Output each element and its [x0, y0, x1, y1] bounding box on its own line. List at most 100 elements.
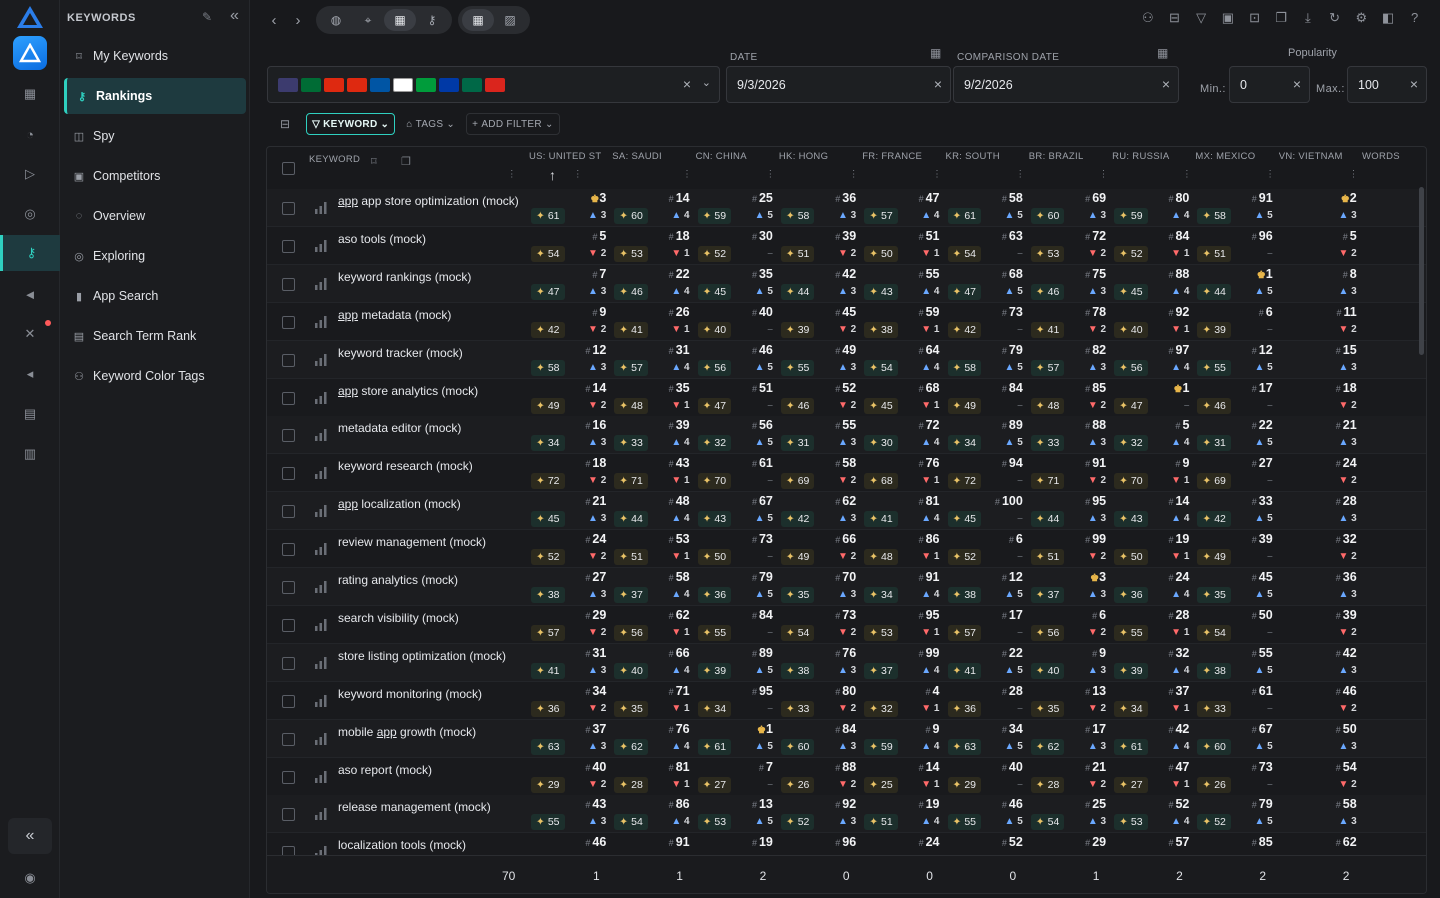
rank-cell[interactable]: #95 ▲ 3 ✦ 44 [1027, 492, 1110, 530]
rank-cell[interactable]: #91 ▲ 4 ✦ 34 [860, 568, 943, 606]
back-arrow-icon[interactable]: ‹ [271, 11, 277, 29]
rank-cell[interactable]: #72 ▲ 4 ✦ 30 [860, 416, 943, 454]
rank-cell[interactable]: #19 [751, 835, 773, 850]
row-checkbox[interactable] [282, 202, 295, 215]
key-icon[interactable]: ⚷ [427, 13, 437, 27]
rank-cell[interactable]: #55 ▲ 5 ✦ 38 [1193, 644, 1276, 682]
row-checkbox[interactable] [282, 391, 295, 405]
rank-cell[interactable]: #61– ✦ 70 [694, 454, 777, 492]
rank-cell[interactable]: #58 ▲ 3 [1335, 797, 1357, 828]
copy-keywords-icon[interactable]: ❐ [401, 156, 412, 168]
comparison-calendar-icon[interactable]: ▦ [1157, 46, 1169, 60]
rank-cell[interactable]: #63– ✦ 54 [944, 227, 1027, 265]
rank-cell[interactable]: #94– ✦ 72 [944, 454, 1027, 492]
row-checkbox[interactable] [282, 543, 295, 557]
table-row[interactable]: aso tools (mock) #5 ▼ 2 ✦ 54 #18 ▼ 1 ✦ 53 #30– ✦ 52… [267, 226, 1426, 265]
store-icon[interactable]: ▥ [23, 446, 37, 461]
rank-cell[interactable]: #39– ✦ 49 [1193, 530, 1276, 568]
rank-cell[interactable]: #17– ✦ 46 [1193, 379, 1276, 417]
column-header[interactable]: RU: RUSSIA ⋮ [1112, 151, 1192, 180]
row-checkbox[interactable] [282, 277, 295, 291]
rank-cell[interactable]: #95– ✦ 34 [694, 682, 777, 720]
rank-cell[interactable]: #81 ▼ 1 ✦ 28 [610, 758, 693, 796]
sidebar-item-exploring[interactable]: ◎ Exploring [64, 238, 246, 274]
rank-cell[interactable]: #32 ▼ 2 [1335, 532, 1357, 563]
campaign-icon[interactable]: ◂ [26, 366, 34, 381]
rank-cell[interactable]: #73– ✦ 26 [1193, 758, 1276, 796]
rank-cell[interactable]: #84 ▲ 3 ✦ 60 [777, 720, 860, 758]
cn-flag-icon[interactable] [324, 77, 344, 92]
rank-cell[interactable]: #7– ✦ 27 [694, 758, 777, 796]
row-checkbox[interactable] [282, 581, 295, 594]
table-row[interactable]: aso report (mock) #40 ▼ 2 ✦ 29 #81 ▼ 1 ✦ 28 #7– ✦ 2… [267, 757, 1426, 796]
collapse-sidebar-icon[interactable]: « [230, 7, 239, 24]
rank-cell[interactable]: #59 ▼ 1 ✦ 38 [860, 303, 943, 341]
rank-cell[interactable]: #17– ✦ 57 [944, 606, 1027, 644]
rank-cell[interactable]: #86 ▲ 4 ✦ 54 [610, 795, 693, 833]
table-row[interactable]: metadata editor (mock) #16 ▲ 3 ✦ 34 #39 ▲ 4 ✦ 33… [267, 416, 1426, 455]
rank-cell[interactable]: #9 ▲ 3 ✦ 40 [1027, 644, 1110, 682]
rank-cell[interactable]: #31 ▲ 4 ✦ 57 [610, 341, 693, 379]
rank-cell[interactable]: #78 ▼ 2 ✦ 41 [1027, 303, 1110, 341]
clear-date-icon[interactable]: × [933, 76, 942, 92]
row-checkbox[interactable] [282, 429, 295, 443]
rank-cell[interactable]: #21 ▲ 3 ✦ 45 [527, 492, 610, 530]
sidebar-item-competitors[interactable]: ▣ Competitors [73, 169, 161, 183]
rank-cell[interactable]: #72 ▼ 2 ✦ 53 [1027, 227, 1110, 265]
rank-cell[interactable]: #86 ▼ 1 ✦ 48 [860, 530, 943, 568]
rank-cell[interactable]: #43 ▲ 3 ✦ 55 [527, 795, 610, 833]
rank-cell[interactable]: #5 ▼ 2 ✦ 54 [527, 227, 610, 265]
rank-cell[interactable]: #8 ▲ 3 [1338, 266, 1357, 297]
keyword-text[interactable]: app metadata (mock) [338, 307, 452, 322]
edit-icon[interactable]: ✎ [202, 10, 213, 24]
app-store-icon[interactable] [13, 36, 47, 70]
column-menu-icon[interactable]: ⋮ [1182, 169, 1192, 180]
rank-cell[interactable]: #73– ✦ 42 [944, 303, 1027, 341]
sidebar-item-app-search[interactable]: ▮ App Search [64, 278, 246, 314]
rank-cell[interactable]: #62 ▲ 3 ✦ 42 [777, 492, 860, 530]
rank-cell[interactable]: #13 ▲ 5 ✦ 53 [694, 795, 777, 833]
table-row[interactable]: release management (mock) #43 ▲ 3 ✦ 55 #86 ▲ 4… [267, 795, 1426, 834]
rank-cell[interactable]: #51– ✦ 47 [694, 379, 777, 417]
rank-cell[interactable]: #39 ▲ 4 ✦ 33 [610, 416, 693, 454]
keyword-text[interactable]: keyword research (mock) [338, 459, 473, 474]
vn-flag-icon[interactable] [485, 77, 505, 92]
table-row[interactable]: keyword tracker (mock) #12 ▲ 3 ✦ 58 #31 ▲ 4 ✦ 57… [267, 340, 1426, 379]
help-icon[interactable]: ? [1411, 10, 1419, 25]
column-header[interactable]: US: UNITED ST ⋮ ↑ [529, 151, 602, 183]
rank-cell[interactable]: #35 ▲ 5 ✦ 45 [694, 265, 777, 303]
row-checkbox[interactable] [282, 770, 295, 784]
column-header[interactable]: KR: SOUTH ⋮ [945, 151, 1026, 180]
rank-cell[interactable]: #22 ▲ 4 ✦ 46 [610, 265, 693, 303]
rank-cell[interactable]: #19 ▲ 4 ✦ 51 [860, 795, 943, 833]
rank-cell[interactable]: #66 ▼ 2 ✦ 49 [777, 530, 860, 568]
rank-cell[interactable]: #21 ▲ 3 [1335, 418, 1357, 449]
rank-cell[interactable]: #25 ▲ 5 ✦ 59 [694, 189, 777, 227]
column-header[interactable]: BR: BRAZIL ⋮ [1028, 151, 1109, 180]
rank-cell[interactable]: #28– ✦ 36 [944, 682, 1027, 720]
rank-cell[interactable]: #40– ✦ 29 [944, 758, 1027, 796]
rank-cell[interactable]: #29 [1085, 835, 1107, 850]
column-menu-icon[interactable]: ⋮ [1265, 169, 1276, 180]
rank-cell[interactable]: #88 ▼ 2 ✦ 26 [777, 758, 860, 796]
rank-cell[interactable]: #52 [1001, 835, 1023, 850]
rank-cell[interactable]: #70 ▲ 3 ✦ 35 [777, 568, 860, 606]
rank-cell[interactable]: #12 ▲ 5 ✦ 55 [1193, 341, 1276, 379]
rank-cell[interactable]: #47 ▲ 4 ✦ 57 [860, 189, 943, 227]
rank-cell[interactable]: #28 ▲ 3 [1335, 494, 1357, 525]
rank-cell[interactable]: #18 ▼ 2 ✦ 72 [527, 454, 610, 492]
rank-cell[interactable]: #69 ▲ 3 ✦ 60 [1027, 189, 1110, 227]
rank-cell[interactable]: #34 ▲ 5 ✦ 63 [944, 720, 1027, 758]
refresh-icon[interactable]: ↻ [1329, 10, 1341, 25]
bookmark-icon[interactable]: ⌑ [371, 156, 377, 168]
rank-cell[interactable]: #84– ✦ 49 [944, 379, 1027, 417]
calendar-icon[interactable]: ▦ [384, 9, 416, 31]
rank-cell[interactable]: #14 ▲ 4 ✦ 60 [610, 189, 693, 227]
row-checkbox[interactable] [282, 505, 295, 519]
rank-cell[interactable]: #61– ✦ 33 [1193, 682, 1276, 720]
rank-cell[interactable]: #24 [918, 835, 940, 850]
clear-max-icon[interactable]: × [1409, 76, 1418, 92]
sidebar-item-overview[interactable]: ◌ Overview [64, 198, 246, 234]
chevron-down-icon[interactable]: ⌄ [701, 77, 711, 89]
keyword-filter-chip[interactable]: ▽ KEYWORD ⌄ [306, 113, 396, 135]
